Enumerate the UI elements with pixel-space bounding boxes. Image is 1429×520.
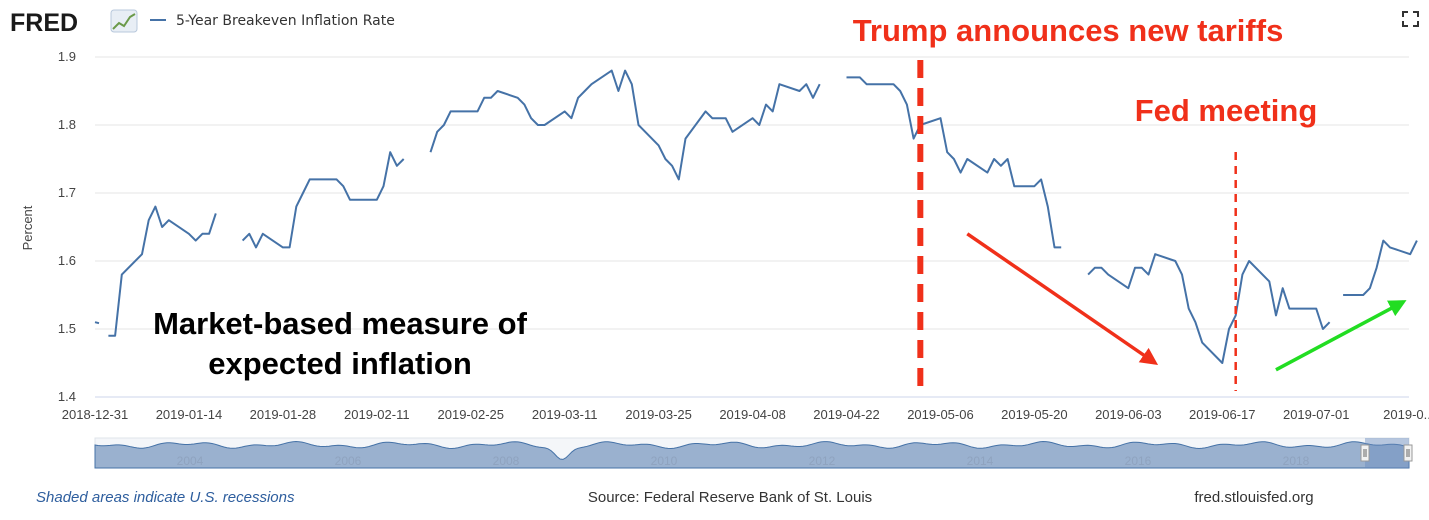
x-tick-label: 2019-06-17: [1189, 407, 1256, 422]
y-tick-label: 1.9: [58, 49, 76, 64]
x-tick-label: 2019-03-11: [532, 407, 598, 422]
navigator-year-label: 2012: [809, 454, 836, 468]
y-axis-title: Percent: [20, 205, 35, 250]
series-segment: [429, 69, 821, 181]
recovery-arrow: [1275, 300, 1407, 372]
series-segment: [1087, 253, 1331, 364]
series-segment: [108, 205, 217, 337]
fred-logo[interactable]: FRED: [10, 9, 138, 37]
x-tick-label: 2019-02-25: [438, 407, 505, 422]
navigator-year-label: 2018: [1283, 454, 1310, 468]
legend: 5-Year Breakeven Inflation Rate: [150, 13, 395, 29]
y-axis-labels: 1.4 1.5 1.6 1.7 1.8 1.9: [58, 49, 76, 404]
market-annotation-line1: Market-based measure of: [153, 306, 528, 341]
y-tick-label: 1.4: [58, 389, 76, 404]
x-tick-label: 2019-02-11: [344, 407, 410, 422]
y-tick-label: 1.8: [58, 117, 76, 132]
navigator-year-label: 2004: [177, 454, 204, 468]
x-tick-label: 2019-04-08: [719, 407, 786, 422]
x-tick-label: 2019-06-03: [1095, 407, 1162, 422]
y-tick-label: 1.5: [58, 321, 76, 336]
x-tick-label: 2019-01-14: [156, 407, 223, 422]
navigator-year-label: 2016: [1125, 454, 1152, 468]
market-annotation-line2: expected inflation: [208, 346, 472, 381]
legend-label: 5-Year Breakeven Inflation Rate: [176, 13, 395, 29]
navigator-year-label: 2010: [651, 454, 678, 468]
site-url[interactable]: fred.stlouisfed.org: [1194, 489, 1313, 506]
logo-graph-icon: [110, 9, 138, 33]
series-layer: [94, 69, 1418, 364]
fed-meeting-annotation: Fed meeting: [1135, 93, 1318, 128]
source-note: Source: Federal Reserve Bank of St. Loui…: [588, 489, 872, 506]
navigator[interactable]: 2004 2006 2008 2010 2012 2014 2016 2018: [94, 437, 1413, 469]
trump-tariffs-annotation: Trump announces new tariffs: [853, 13, 1284, 48]
plot-area: 1.41.51.61.71.81.9 2018-12-31 2019-01-14 2…: [20, 49, 1429, 422]
navigator-selection[interactable]: [1365, 438, 1409, 468]
x-tick-label: 2018-12-31: [62, 407, 129, 422]
y-tick-label: 1.7: [58, 185, 76, 200]
x-axis-labels: 2018-12-31 2019-01-14 2019-01-28 2019-02-11…: [62, 407, 1429, 422]
expand-icon[interactable]: [1402, 11, 1419, 27]
series-segment: [846, 76, 1062, 249]
grid-lines: [95, 56, 1409, 398]
x-tick-label: 2019-03-25: [625, 407, 692, 422]
navigator-right-handle[interactable]: [1403, 444, 1413, 462]
x-tick-label: 2019-05-06: [907, 407, 974, 422]
navigator-year-label: 2014: [967, 454, 994, 468]
navigator-year-label: 2008: [493, 454, 520, 468]
y-tick-label: 1.6: [58, 253, 76, 268]
x-tick-label: 2019-01-28: [250, 407, 317, 422]
decline-arrow: [966, 232, 1159, 365]
navigator-years: 2004 2006 2008 2010 2012 2014 2016 2018: [177, 454, 1310, 468]
navigator-left-handle[interactable]: [1360, 444, 1370, 462]
navigator-area: [94, 440, 1410, 469]
x-tick-label: 2019-04-22: [813, 407, 880, 422]
series-segment: [241, 151, 405, 249]
trend-arrows: [966, 232, 1407, 372]
event-lines: [917, 60, 1237, 391]
fred-logo-text: FRED: [10, 9, 78, 37]
x-tick-label: 2019-0...: [1383, 407, 1429, 422]
series-segment: [1343, 239, 1418, 296]
series-segment: [94, 321, 100, 325]
navigator-year-label: 2006: [335, 454, 362, 468]
x-tick-label: 2019-05-20: [1001, 407, 1068, 422]
x-tick-label: 2019-07-01: [1283, 407, 1350, 422]
recessions-note[interactable]: Shaded areas indicate U.S. recessions: [36, 489, 295, 506]
